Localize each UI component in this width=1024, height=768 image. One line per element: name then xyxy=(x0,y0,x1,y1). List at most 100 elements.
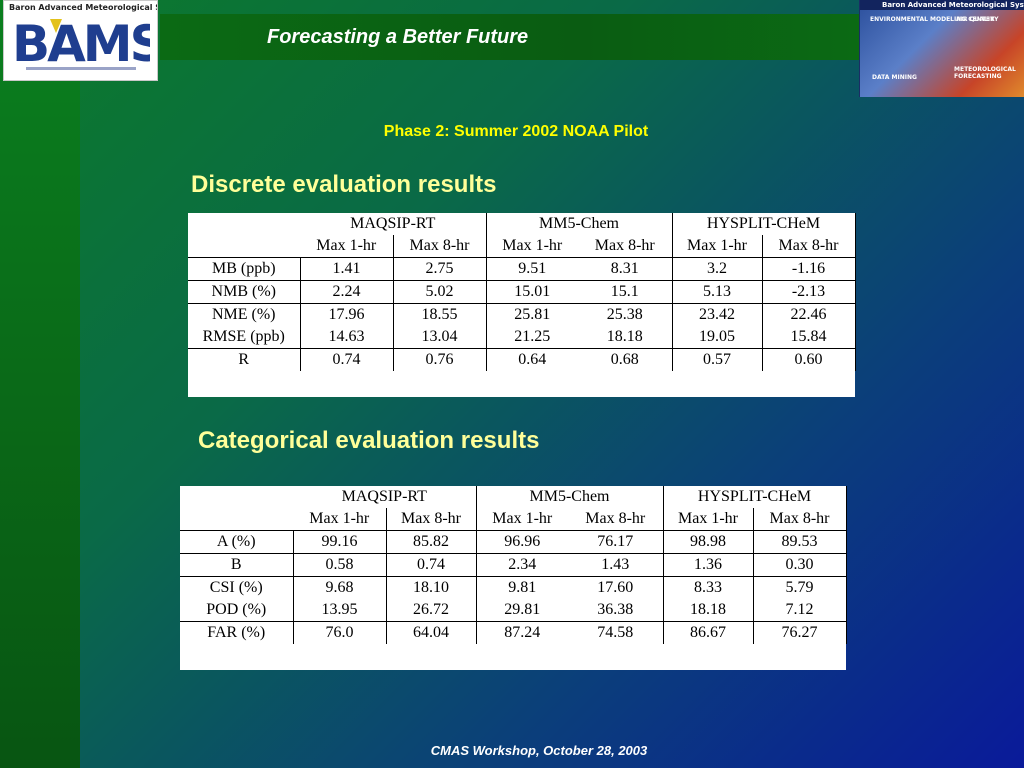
table-cell: 0.74 xyxy=(299,348,393,371)
table-cell: 87.24 xyxy=(475,621,568,644)
table-cell: 13.04 xyxy=(392,326,486,349)
row-label: RMSE (ppb) xyxy=(202,328,285,345)
table-cell: 17.60 xyxy=(568,576,663,599)
table-cell: 26.72 xyxy=(385,599,476,622)
banner-tag-aq: Air Quality xyxy=(956,16,999,23)
table-cell: 5.13 xyxy=(671,280,762,304)
subheader-cell: Max 1-hr xyxy=(485,235,578,258)
table-cell: 19.05 xyxy=(671,326,762,349)
table-cell: 8.33 xyxy=(662,576,753,599)
table-cell: 0.64 xyxy=(485,348,578,371)
table-cell: 89.53 xyxy=(752,530,847,554)
banner-tag-emc: Environmental Modeling Center xyxy=(870,16,995,23)
row-label: MB (ppb) xyxy=(188,257,300,281)
model-header: MAQSIP-RT xyxy=(350,215,436,232)
table-cell: 0.68 xyxy=(578,348,672,371)
row-label: POD (%) xyxy=(206,601,267,618)
model-header: MAQSIP-RT xyxy=(341,488,427,505)
table-cell: 9.81 xyxy=(475,576,568,599)
table-cell: 23.42 xyxy=(671,303,762,326)
subheader-cell: Max 8-hr xyxy=(761,235,856,258)
table-row: NME (%) 17.96 18.55 25.81 25.38 23.42 22… xyxy=(188,303,856,326)
table-row: RMSE (ppb) 14.63 13.04 21.25 18.18 19.05… xyxy=(188,326,856,349)
subheader-cell: Max 1-hr xyxy=(662,508,753,531)
row-label: FAR (%) xyxy=(180,621,293,644)
table-cell: 1.41 xyxy=(299,257,393,281)
table-cell: 5.79 xyxy=(752,576,847,599)
table-row: MB (ppb) 1.41 2.75 9.51 8.31 3.2 -1.16 xyxy=(188,257,856,281)
table-cell: -2.13 xyxy=(761,280,856,304)
table-cell: 76.0 xyxy=(292,621,386,644)
subheader-cell: Max 8-hr xyxy=(392,235,486,258)
logo-underline xyxy=(26,67,136,70)
table-row: R 0.74 0.76 0.64 0.68 0.57 0.60 xyxy=(188,348,856,371)
subheader-cell: Max 1-hr xyxy=(671,235,762,258)
row-label: CSI (%) xyxy=(180,576,293,599)
row-label: B xyxy=(180,553,293,577)
row-label: A (%) xyxy=(180,530,293,554)
discrete-table-panel: MAQSIP-RT MM5-Chem HYSPLIT-CHeM Max 1-hr… xyxy=(188,213,856,397)
table-cell: 36.38 xyxy=(597,601,634,618)
table-cell: 9.68 xyxy=(292,576,386,599)
table-cell: 15.1 xyxy=(578,280,672,304)
table-cell: 18.18 xyxy=(662,599,753,622)
discrete-heading: Discrete evaluation results xyxy=(191,171,497,198)
table-cell: 13.95 xyxy=(292,599,386,622)
corner-cell xyxy=(180,486,293,508)
slide-subtitle: Phase 2: Summer 2002 NOAA Pilot xyxy=(383,123,649,140)
table-cell: 64.04 xyxy=(385,621,476,644)
table-cell: 18.10 xyxy=(385,576,476,599)
table-cell: 85.82 xyxy=(385,530,476,554)
logo-accent xyxy=(50,19,62,33)
header-title: Forecasting a Better Future xyxy=(267,26,529,48)
logo-company-name: Baron Advanced Meteorological Systems xyxy=(9,3,157,12)
categorical-heading: Categorical evaluation results xyxy=(198,427,540,454)
banner-tag-dm: Data Mining xyxy=(872,74,917,81)
table-cell: 1.36 xyxy=(662,553,753,577)
table-row: A (%) 99.16 85.82 96.96 76.17 98.98 89.5… xyxy=(180,530,847,554)
table-row: NMB (%) 2.24 5.02 15.01 15.1 5.13 -2.13 xyxy=(188,280,856,304)
table-cell: 0.57 xyxy=(671,348,762,371)
left-band xyxy=(0,0,80,768)
table-cell: 29.81 xyxy=(475,599,568,622)
table-cell: 76.27 xyxy=(752,621,847,644)
model-header: MM5-Chem xyxy=(485,213,672,235)
subheader-cell: Max 8-hr xyxy=(585,510,646,527)
subheader-row: Max 1-hr Max 8-hr Max 1-hr Max 8-hr Max … xyxy=(188,235,856,258)
subheader-row: Max 1-hr Max 8-hr Max 1-hr Max 8-hr Max … xyxy=(180,508,847,531)
table-cell: 76.17 xyxy=(568,530,663,554)
row-label: NMB (%) xyxy=(188,280,300,304)
table-cell: 9.51 xyxy=(485,257,578,281)
table-cell: 0.58 xyxy=(292,553,386,577)
bams-logo: Baron Advanced Meteorological Systems BA… xyxy=(3,0,158,81)
table-cell: 0.30 xyxy=(752,553,847,577)
table-cell: 2.24 xyxy=(299,280,393,304)
table-cell: 96.96 xyxy=(475,530,568,554)
table-cell: 17.96 xyxy=(299,303,393,326)
table-cell: 7.12 xyxy=(752,599,847,622)
table-cell: 2.75 xyxy=(392,257,486,281)
subheader-cell: Max 8-hr xyxy=(594,237,655,254)
table-cell: 98.98 xyxy=(662,530,753,554)
table-row: FAR (%) 76.0 64.04 87.24 74.58 86.67 76.… xyxy=(180,621,847,644)
table-cell: 74.58 xyxy=(568,621,663,644)
table-row: B 0.58 0.74 2.34 1.43 1.36 0.30 xyxy=(180,553,847,577)
table-row: POD (%) 13.95 26.72 29.81 36.38 18.18 7.… xyxy=(180,599,847,622)
table-cell: 15.01 xyxy=(485,280,578,304)
bams-logo-mark: BAMS xyxy=(12,15,150,69)
subheader-cell: Max 8-hr xyxy=(752,508,847,531)
table-cell: 8.31 xyxy=(578,257,672,281)
model-header: MM5-Chem xyxy=(475,486,663,508)
table-cell: 2.34 xyxy=(475,553,568,577)
subheader-cell: Max 1-hr xyxy=(316,237,377,254)
row-label: NME (%) xyxy=(188,303,300,326)
table-cell: 1.43 xyxy=(568,553,663,577)
table-cell: 14.63 xyxy=(299,326,393,349)
table-cell: 3.2 xyxy=(671,257,762,281)
table-cell: 0.60 xyxy=(761,348,856,371)
subheader-cell: Max 8-hr xyxy=(385,508,476,531)
table-cell: 99.16 xyxy=(292,530,386,554)
categorical-table-panel: MAQSIP-RT MM5-Chem HYSPLIT-CHeM Max 1-hr… xyxy=(180,486,847,670)
table-cell: 5.02 xyxy=(392,280,486,304)
table-cell: 21.25 xyxy=(485,326,578,349)
